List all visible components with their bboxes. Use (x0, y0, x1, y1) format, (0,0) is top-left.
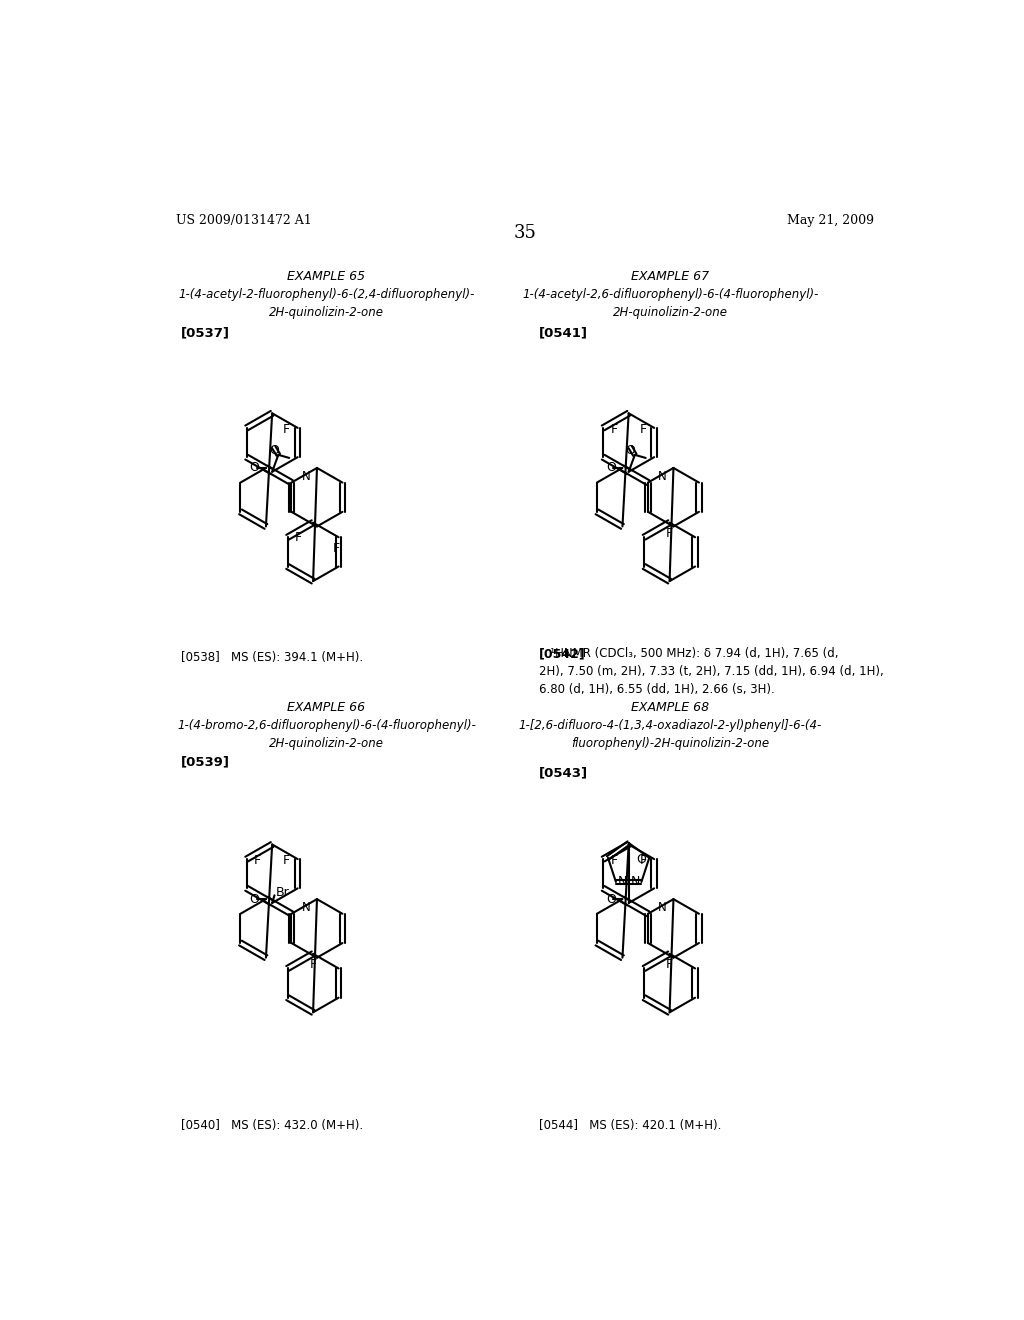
Text: EXAMPLE 67: EXAMPLE 67 (632, 271, 710, 282)
Text: F: F (640, 422, 647, 436)
Text: Br: Br (276, 886, 290, 899)
Text: [0544]   MS (ES): 420.1 (M+H).: [0544] MS (ES): 420.1 (M+H). (539, 1119, 721, 1133)
Text: May 21, 2009: May 21, 2009 (786, 214, 873, 227)
Text: F: F (295, 531, 302, 544)
Text: O: O (250, 892, 259, 906)
Text: O: O (626, 444, 635, 457)
Text: F: F (610, 854, 617, 867)
Text: 1-[2,6-difluoro-4-(1,3,4-oxadiazol-2-yl)phenyl]-6-(4-
fluorophenyl)-2H-quinolizi: 1-[2,6-difluoro-4-(1,3,4-oxadiazol-2-yl)… (519, 719, 822, 750)
Text: US 2009/0131472 A1: US 2009/0131472 A1 (176, 214, 311, 227)
Text: O: O (268, 444, 279, 457)
Text: [0543]: [0543] (539, 767, 588, 780)
Text: 1-(4-acetyl-2,6-difluorophenyl)-6-(4-fluorophenyl)-
2H-quinolizin-2-one: 1-(4-acetyl-2,6-difluorophenyl)-6-(4-flu… (522, 288, 818, 318)
Text: O: O (606, 892, 615, 906)
Text: N: N (617, 875, 627, 888)
Text: [0539]: [0539] (180, 755, 229, 768)
Text: F: F (333, 541, 340, 554)
Text: N: N (657, 470, 667, 483)
Text: O: O (606, 462, 615, 474)
Text: ¹HNMR (CDCl₃, 500 MHz): δ 7.94 (d, 1H), 7.65 (d,
2H), 7.50 (m, 2H), 7.33 (t, 2H): ¹HNMR (CDCl₃, 500 MHz): δ 7.94 (d, 1H), … (539, 647, 884, 697)
Text: [0540]   MS (ES): 432.0 (M+H).: [0540] MS (ES): 432.0 (M+H). (180, 1119, 362, 1133)
Text: 1-(4-acetyl-2-fluorophenyl)-6-(2,4-difluorophenyl)-
2H-quinolizin-2-one: 1-(4-acetyl-2-fluorophenyl)-6-(2,4-diflu… (178, 288, 474, 318)
Text: 35: 35 (513, 224, 537, 242)
Text: F: F (610, 422, 617, 436)
Text: [0537]: [0537] (180, 326, 229, 339)
Text: N: N (631, 875, 640, 888)
Text: O: O (250, 462, 259, 474)
Text: F: F (640, 854, 647, 867)
Text: [0541]: [0541] (539, 326, 588, 339)
Text: F: F (254, 854, 261, 867)
Text: N: N (657, 902, 667, 915)
Text: EXAMPLE 66: EXAMPLE 66 (288, 701, 366, 714)
Text: O: O (637, 853, 646, 866)
Text: [0538]   MS (ES): 394.1 (M+H).: [0538] MS (ES): 394.1 (M+H). (180, 651, 362, 664)
Text: EXAMPLE 65: EXAMPLE 65 (288, 271, 366, 282)
Text: EXAMPLE 68: EXAMPLE 68 (632, 701, 710, 714)
Text: F: F (284, 422, 291, 436)
Text: N: N (301, 902, 310, 915)
Text: F: F (309, 958, 316, 972)
Text: [0542]: [0542] (539, 647, 586, 660)
Text: 1-(4-bromo-2,6-difluorophenyl)-6-(4-fluorophenyl)-
2H-quinolizin-2-one: 1-(4-bromo-2,6-difluorophenyl)-6-(4-fluo… (177, 719, 476, 750)
Text: N: N (301, 470, 310, 483)
Text: F: F (284, 854, 291, 867)
Text: F: F (666, 958, 673, 972)
Text: F: F (666, 527, 673, 540)
